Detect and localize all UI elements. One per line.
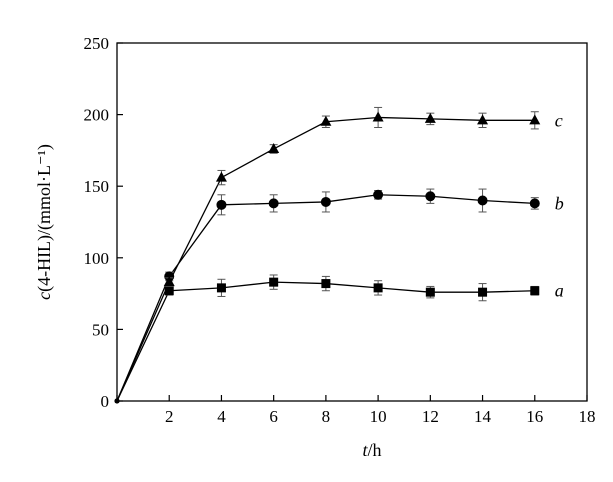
x-tick-label: 12 (422, 407, 439, 426)
y-axis-label-var: c (34, 292, 54, 300)
x-axis-label: t/h (362, 440, 381, 460)
x-axis-label-var: t (362, 440, 368, 460)
x-axis-ticks: 2 4 6 8 10 12 14 16 18 (116, 395, 596, 426)
x-tick-label: 10 (370, 407, 387, 426)
data-point (477, 195, 488, 206)
series-a-label: a (555, 281, 564, 301)
series-a-line (116, 281, 535, 402)
data-point (530, 286, 540, 296)
series-c-line (116, 116, 535, 402)
data-point (320, 196, 331, 207)
x-tick-label: 8 (322, 407, 331, 426)
data-point (373, 283, 383, 293)
x-tick-label: 18 (579, 407, 596, 426)
y-axis-ticks: 0 50 100 150 200 250 (84, 34, 123, 411)
y-tick-label: 100 (84, 249, 110, 268)
plot-border (116, 42, 588, 402)
data-point (320, 115, 332, 126)
y-tick-label: 50 (92, 320, 109, 339)
data-point (478, 287, 488, 297)
data-point (372, 111, 384, 122)
series-c-label: c (555, 110, 563, 130)
data-point (529, 114, 541, 125)
data-point (163, 276, 175, 287)
data-point (477, 114, 489, 125)
y-tick-label: 0 (101, 392, 110, 411)
data-point (268, 142, 280, 153)
data-point (114, 398, 120, 404)
y-tick-label: 250 (84, 34, 110, 53)
x-tick-label: 16 (526, 407, 543, 426)
y-tick-label: 150 (84, 177, 110, 196)
data-point (373, 189, 384, 200)
data-point (216, 199, 227, 210)
series-a: a (114, 274, 564, 404)
x-tick-label: 14 (474, 407, 492, 426)
series-b-label: b (555, 193, 564, 213)
data-point (529, 198, 540, 209)
series-layer: a b c (114, 106, 564, 404)
x-axis-label-unit: /h (368, 440, 382, 460)
data-point (425, 191, 436, 202)
y-tick-label: 200 (84, 106, 110, 125)
data-point (321, 279, 331, 289)
series-c: c (114, 106, 563, 404)
y-axis-label: c(4-HIL)/(mmol·L⁻¹) (34, 144, 55, 300)
data-point (164, 286, 174, 296)
data-point (215, 171, 227, 182)
data-point (424, 112, 436, 123)
series-b-line (116, 194, 535, 402)
series-b: b (114, 188, 564, 404)
x-tick-label: 4 (217, 407, 226, 426)
data-point (216, 283, 226, 293)
x-tick-label: 2 (165, 407, 174, 426)
data-point (269, 277, 279, 287)
data-point (425, 287, 435, 297)
data-point (268, 198, 279, 209)
x-tick-label: 6 (269, 407, 278, 426)
plot-frame (116, 42, 588, 402)
y-axis-label-unit: (4-HIL)/(mmol·L⁻¹) (34, 144, 55, 292)
